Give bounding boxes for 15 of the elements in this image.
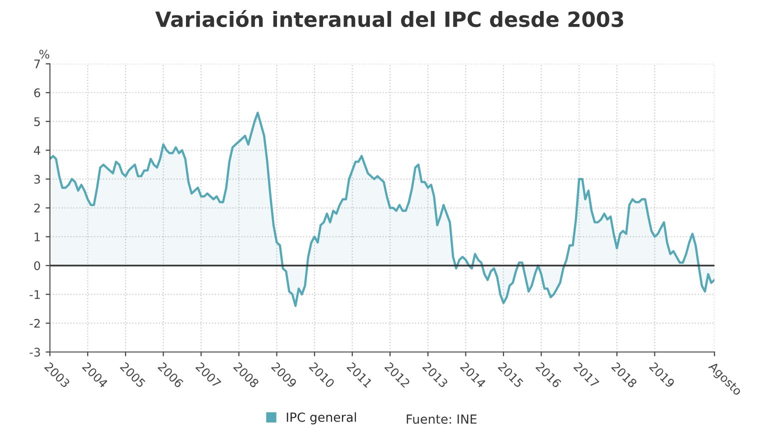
y-tick-label: -2 xyxy=(30,318,40,328)
y-tick-label: 7 xyxy=(34,60,40,68)
y-axis-title: % xyxy=(39,50,50,59)
y-tick-label: 6 xyxy=(34,88,40,98)
y-tick-label: 4 xyxy=(34,146,40,155)
y-tick-label: -3 xyxy=(30,348,40,357)
y-tick-label: 2 xyxy=(34,204,40,212)
source-note: Fuente: INE xyxy=(406,414,477,424)
y-tick-label: 5 xyxy=(34,117,40,126)
y-tick-label: 1 xyxy=(34,232,40,242)
y-tick-label: -1 xyxy=(30,290,40,299)
y-tick-label: 3 xyxy=(34,174,40,184)
y-tick-label: 0 xyxy=(34,261,40,270)
legend-label: IPC general xyxy=(286,412,356,424)
chart-title: Variación interanual del IPC desde 2003 xyxy=(155,10,624,28)
